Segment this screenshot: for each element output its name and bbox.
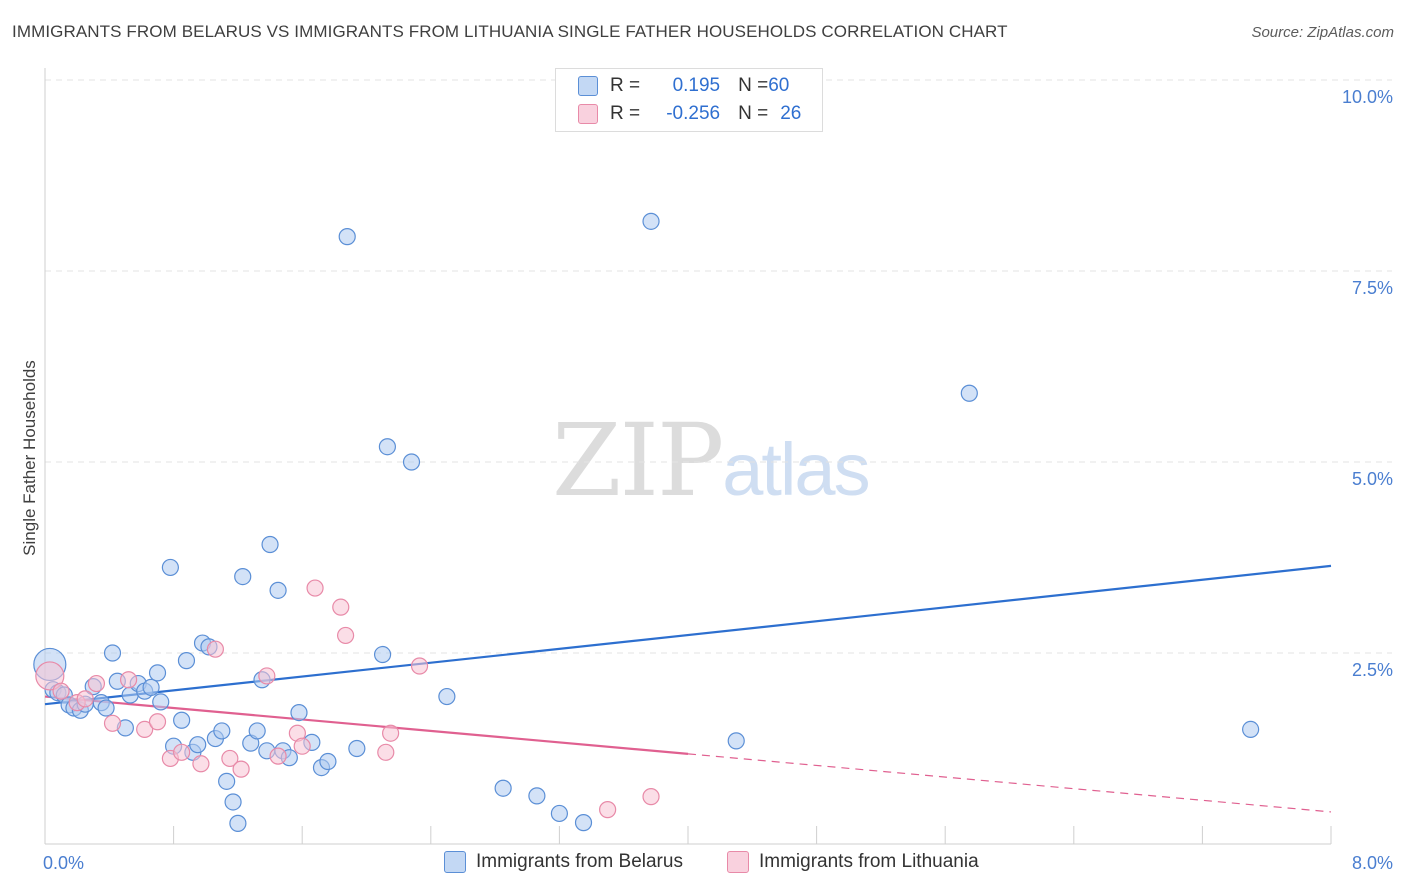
y-tick-label: 5.0% (1352, 469, 1393, 489)
belarus-point (248, 722, 266, 740)
lithuania-point (642, 788, 660, 806)
lithuania-trend-line (44, 695, 689, 755)
lithuania-point (119, 671, 138, 689)
legend-swatch-belarus (578, 76, 598, 96)
belarus-point (290, 703, 308, 722)
legend-r-value: -0.256 (666, 103, 721, 124)
belarus-point (213, 722, 231, 740)
belarus-point (574, 814, 593, 832)
tick-labels: 2.5% 5.0% 7.5% 10.0% 0.0% 8.0% (43, 87, 1393, 873)
belarus-point (152, 693, 170, 711)
belarus-point (1242, 720, 1260, 739)
lithuania-point (221, 749, 239, 768)
legend-n-label: N = (738, 103, 769, 124)
watermark-atlas: atlas (722, 428, 870, 511)
lithuania-point (76, 690, 94, 708)
legend-swatch-belarus (444, 851, 466, 873)
belarus-point (229, 814, 247, 832)
belarus-point (960, 384, 978, 402)
belarus-point (161, 558, 179, 577)
belarus-point (642, 212, 660, 230)
legend-n-value: 60 (768, 75, 790, 96)
belarus-point (373, 645, 392, 664)
lithuania-point (192, 755, 210, 773)
legend-swatch-lithuania (727, 851, 749, 873)
lithuania-point (599, 801, 617, 819)
belarus-point (269, 581, 287, 599)
legend-item-lithuania[interactable]: Immigrants from Lithuania (727, 851, 979, 873)
lithuania-point (173, 743, 191, 761)
lithuania-point (87, 674, 106, 693)
belarus-point (148, 664, 167, 682)
belarus-point (218, 772, 236, 790)
legend-n-value: 26 (780, 103, 802, 124)
belarus-point (528, 787, 546, 805)
axes (44, 68, 1332, 845)
legend-row-lithuania: R = -0.256 N = 26 (556, 101, 801, 127)
belarus-point (173, 711, 191, 729)
belarus-point (494, 779, 512, 797)
belarus-point (319, 752, 337, 771)
legend-r-label: R = (610, 103, 641, 124)
belarus-point (177, 652, 196, 670)
lithuania-point (337, 626, 355, 645)
lithuania-point (232, 760, 250, 778)
belarus-point (142, 678, 160, 696)
lithuania-point (52, 682, 70, 700)
belarus-point (261, 535, 279, 554)
y-tick-label: 2.5% (1352, 660, 1393, 680)
legend-n-label: N = (738, 75, 769, 96)
belarus-point (438, 687, 456, 706)
series-legend: Immigrants from Belarus Immigrants from … (0, 851, 1406, 879)
y-tick-label: 7.5% (1352, 278, 1393, 298)
legend-item-belarus[interactable]: Immigrants from Belarus (444, 851, 683, 873)
belarus-point (338, 228, 356, 246)
belarus-point (234, 567, 252, 586)
lithuania-point (258, 667, 276, 685)
lithuania-point (206, 640, 224, 658)
source-label: Source: ZipAtlas.com (1251, 24, 1394, 41)
lithuania-point (269, 747, 287, 765)
legend-label-lithuania: Immigrants from Lithuania (759, 851, 979, 872)
series-lithuania-points (35, 579, 660, 819)
lithuania-point (35, 661, 65, 691)
belarus-point (224, 793, 242, 811)
lithuania-point (382, 724, 400, 742)
belarus-point (402, 453, 421, 471)
belarus-point (348, 739, 366, 758)
legend-label-belarus: Immigrants from Belarus (476, 851, 683, 872)
belarus-trend-line (44, 564, 1332, 706)
belarus-point (727, 732, 745, 750)
series-belarus-points (33, 212, 1260, 832)
correlation-legend: R = 0.195 N = 60 R = -0.256 N = 26 (555, 68, 823, 132)
lithuania-point (293, 737, 311, 755)
x-tick-label: 0.0% (43, 853, 84, 873)
legend-r-value: 0.195 (672, 75, 721, 96)
lithuania-point (306, 579, 324, 597)
belarus-point (97, 699, 115, 717)
belarus-point (189, 736, 207, 754)
grid-lines (45, 79, 1392, 654)
x-tick-label: 8.0% (1352, 853, 1393, 873)
belarus-point (103, 644, 122, 662)
lithuania-point (136, 720, 154, 739)
legend-swatch-lithuania (578, 104, 598, 124)
belarus-point (378, 438, 396, 456)
lithuania-point (332, 598, 350, 616)
lithuania-point (377, 743, 395, 761)
watermark: ZIPatlas (552, 402, 871, 519)
watermark-zip: ZIP (552, 402, 724, 519)
lithuania-point (103, 714, 122, 732)
legend-r-label: R = (610, 75, 641, 96)
lithuania-point (410, 657, 429, 675)
y-tick-label: 10.0% (1342, 87, 1393, 107)
belarus-point (550, 804, 569, 823)
lithuania-trend-extension (687, 753, 1332, 813)
legend-row-belarus: R = 0.195 N = 60 (556, 73, 789, 99)
lithuania-point (148, 713, 167, 731)
chart-title: IMMIGRANTS FROM BELARUS VS IMMIGRANTS FR… (12, 22, 1008, 41)
